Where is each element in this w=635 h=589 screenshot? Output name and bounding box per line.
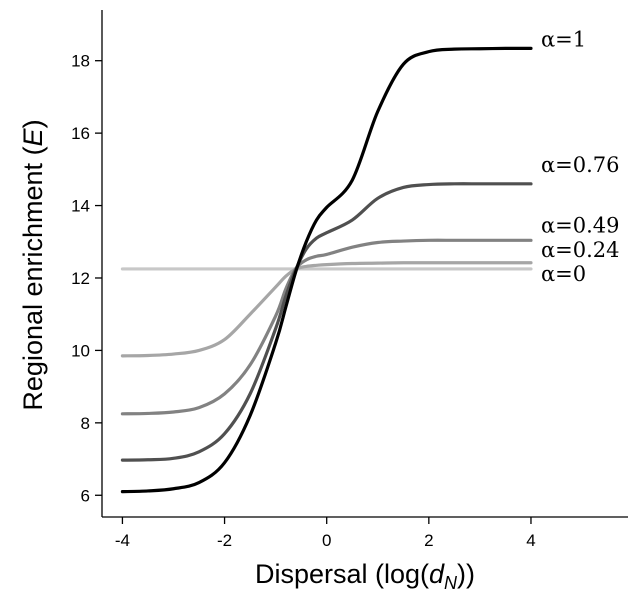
series-layer: [120, 46, 533, 494]
x-tick-label: -2: [217, 531, 232, 550]
y-tick-label: 8: [81, 414, 90, 433]
series-label: α=0: [541, 262, 586, 286]
y-tick-label: 14: [71, 197, 90, 216]
series-label: α=0.24: [541, 238, 620, 262]
series-line: [120, 46, 533, 494]
y-axis-title: Regional enrichment (E): [18, 119, 48, 410]
series-labels: α=1 α=0.76 α=0.49α=0.24α=0: [541, 27, 620, 286]
y-tick-label: 6: [81, 486, 90, 505]
x-tick-label: 4: [526, 531, 535, 550]
x-tick-label: 2: [424, 531, 433, 550]
series-label: α=0.49: [541, 213, 620, 237]
y-tick-label: 16: [71, 124, 90, 143]
x-tick-label: -4: [115, 531, 130, 550]
series-label: α=1: [541, 27, 586, 51]
x-tick-label: 0: [322, 531, 331, 550]
axes: 6 8 10 12 14 16 18 -4 -2 0 2 4: [71, 10, 628, 550]
x-axis-title: Dispersal (log(dN)): [255, 559, 475, 589]
y-tick-label: 10: [71, 341, 90, 360]
series-line: [120, 182, 533, 462]
y-tick-label: 18: [71, 52, 90, 71]
y-tick-label: 12: [71, 269, 90, 288]
series-line: [120, 261, 533, 358]
series-line: [120, 238, 533, 416]
series-label: α=0.76: [541, 153, 620, 177]
